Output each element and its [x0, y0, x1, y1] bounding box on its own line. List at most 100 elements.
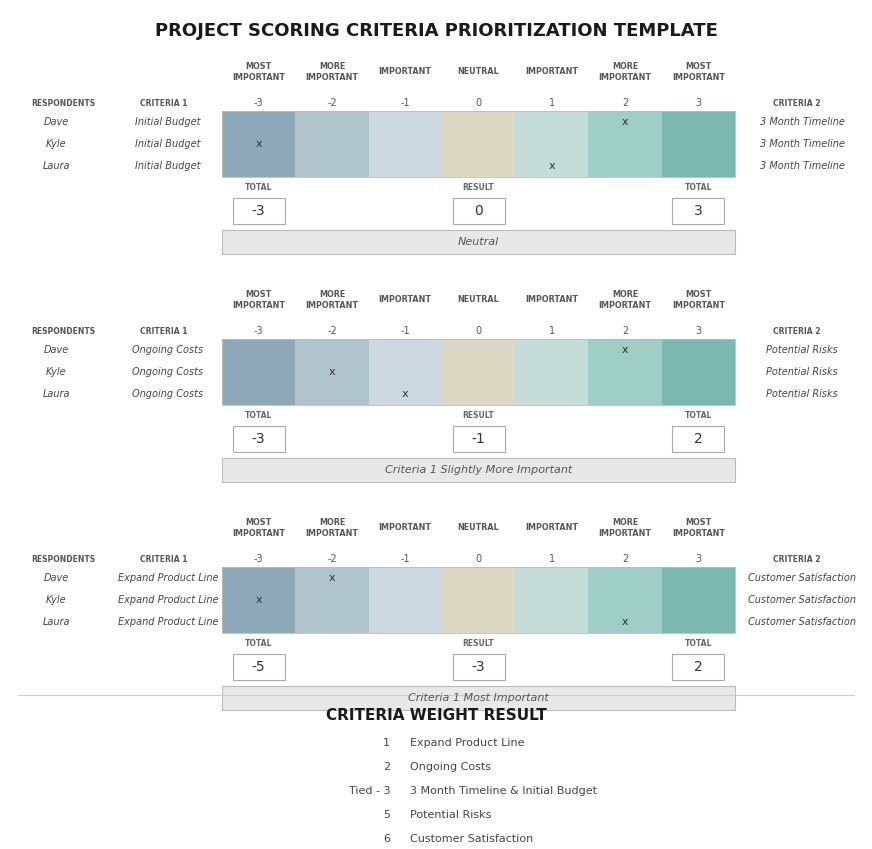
Text: Laura: Laura [42, 617, 70, 627]
Text: Tied - 3: Tied - 3 [349, 786, 390, 796]
Text: Expand Product Line: Expand Product Line [118, 617, 218, 627]
Text: -3: -3 [254, 554, 263, 564]
Text: 2: 2 [622, 554, 628, 564]
Text: x: x [622, 117, 629, 127]
Text: 2: 2 [622, 326, 628, 336]
Bar [369, 383, 442, 405]
Text: -1: -1 [400, 98, 410, 108]
Text: 1: 1 [548, 326, 555, 336]
Text: MORE
IMPORTANT: MORE IMPORTANT [598, 62, 651, 82]
Text: CRITERIA 2: CRITERIA 2 [773, 554, 821, 564]
Text: 1: 1 [383, 738, 390, 748]
Text: 3 Month Timeline & Initial Budget: 3 Month Timeline & Initial Budget [410, 786, 597, 796]
Text: Dave: Dave [44, 117, 69, 127]
Text: x: x [402, 389, 408, 399]
Text: TOTAL: TOTAL [245, 411, 272, 420]
Text: MORE
IMPORTANT: MORE IMPORTANT [305, 518, 358, 537]
Text: TOTAL: TOTAL [685, 411, 712, 420]
Text: Kyle: Kyle [45, 139, 66, 149]
Text: NEUTRAL: NEUTRAL [458, 67, 500, 76]
Bar [296, 111, 369, 133]
Text: MOST
IMPORTANT: MOST IMPORTANT [671, 62, 725, 82]
Text: CRITERIA WEIGHT RESULT: CRITERIA WEIGHT RESULT [325, 708, 547, 723]
Text: Initial Budget: Initial Budget [135, 139, 201, 149]
Text: Dave: Dave [44, 573, 69, 583]
Bar [222, 111, 296, 133]
Bar [369, 589, 442, 611]
Text: Kyle: Kyle [45, 595, 66, 605]
Bar [672, 654, 725, 680]
Text: 5: 5 [383, 810, 390, 820]
Text: MOST
IMPORTANT: MOST IMPORTANT [671, 518, 725, 537]
Text: -3: -3 [252, 204, 265, 218]
Bar [662, 611, 735, 633]
Text: -1: -1 [400, 554, 410, 564]
Text: x: x [255, 595, 262, 605]
Bar [453, 426, 505, 452]
Bar [442, 383, 515, 405]
Text: x: x [329, 367, 335, 377]
Text: IMPORTANT: IMPORTANT [525, 295, 578, 304]
Text: NEUTRAL: NEUTRAL [458, 523, 500, 532]
Text: IMPORTANT: IMPORTANT [525, 67, 578, 76]
Bar [222, 611, 296, 633]
Text: Customer Satisfaction: Customer Satisfaction [748, 595, 856, 605]
Bar [589, 383, 662, 405]
Text: Expand Product Line: Expand Product Line [118, 573, 218, 583]
Bar [233, 198, 284, 224]
Text: Potential Risks: Potential Risks [410, 810, 492, 820]
Text: 3: 3 [695, 554, 701, 564]
Text: -3: -3 [472, 660, 486, 674]
Bar [369, 339, 442, 361]
Text: RESPONDENTS: RESPONDENTS [31, 98, 95, 108]
Text: MOST
IMPORTANT: MOST IMPORTANT [232, 290, 285, 310]
Bar [515, 567, 589, 589]
Text: Expand Product Line: Expand Product Line [410, 738, 524, 748]
Text: TOTAL: TOTAL [245, 183, 272, 192]
Bar [222, 361, 296, 383]
Text: 3: 3 [695, 326, 701, 336]
Text: Kyle: Kyle [45, 367, 66, 377]
Text: IMPORTANT: IMPORTANT [378, 523, 432, 532]
Text: 2: 2 [694, 660, 703, 674]
Text: MOST
IMPORTANT: MOST IMPORTANT [232, 62, 285, 82]
Text: 0: 0 [475, 554, 481, 564]
Bar [662, 133, 735, 155]
Bar [369, 567, 442, 589]
Bar [442, 611, 515, 633]
Bar [589, 339, 662, 361]
Bar [222, 230, 735, 254]
Bar [589, 361, 662, 383]
Text: Customer Satisfaction: Customer Satisfaction [748, 617, 856, 627]
Bar [369, 611, 442, 633]
Bar [662, 361, 735, 383]
Text: 0: 0 [474, 204, 483, 218]
Text: -2: -2 [327, 98, 337, 108]
Text: Potential Risks: Potential Risks [766, 367, 838, 377]
Text: Ongoing Costs: Ongoing Costs [410, 762, 491, 772]
Text: Laura: Laura [42, 161, 70, 171]
Text: RESULT: RESULT [463, 183, 494, 192]
Text: Potential Risks: Potential Risks [766, 345, 838, 355]
Text: Initial Budget: Initial Budget [135, 161, 201, 171]
Bar [442, 133, 515, 155]
Text: Ongoing Costs: Ongoing Costs [133, 345, 203, 355]
Text: Customer Satisfaction: Customer Satisfaction [748, 573, 856, 583]
Text: -3: -3 [252, 432, 265, 446]
Bar [222, 567, 296, 589]
Bar [589, 133, 662, 155]
Bar [222, 686, 735, 710]
Text: x: x [622, 617, 629, 627]
Text: 3: 3 [694, 204, 703, 218]
Bar [515, 383, 589, 405]
Text: x: x [329, 573, 335, 583]
Bar [222, 111, 735, 177]
Bar [442, 361, 515, 383]
Bar [672, 198, 725, 224]
Text: 6: 6 [383, 834, 390, 844]
Text: Potential Risks: Potential Risks [766, 389, 838, 399]
Text: 3 Month Timeline: 3 Month Timeline [760, 161, 844, 171]
Text: CRITERIA 2: CRITERIA 2 [773, 98, 821, 108]
Bar [369, 111, 442, 133]
Text: IMPORTANT: IMPORTANT [525, 523, 578, 532]
